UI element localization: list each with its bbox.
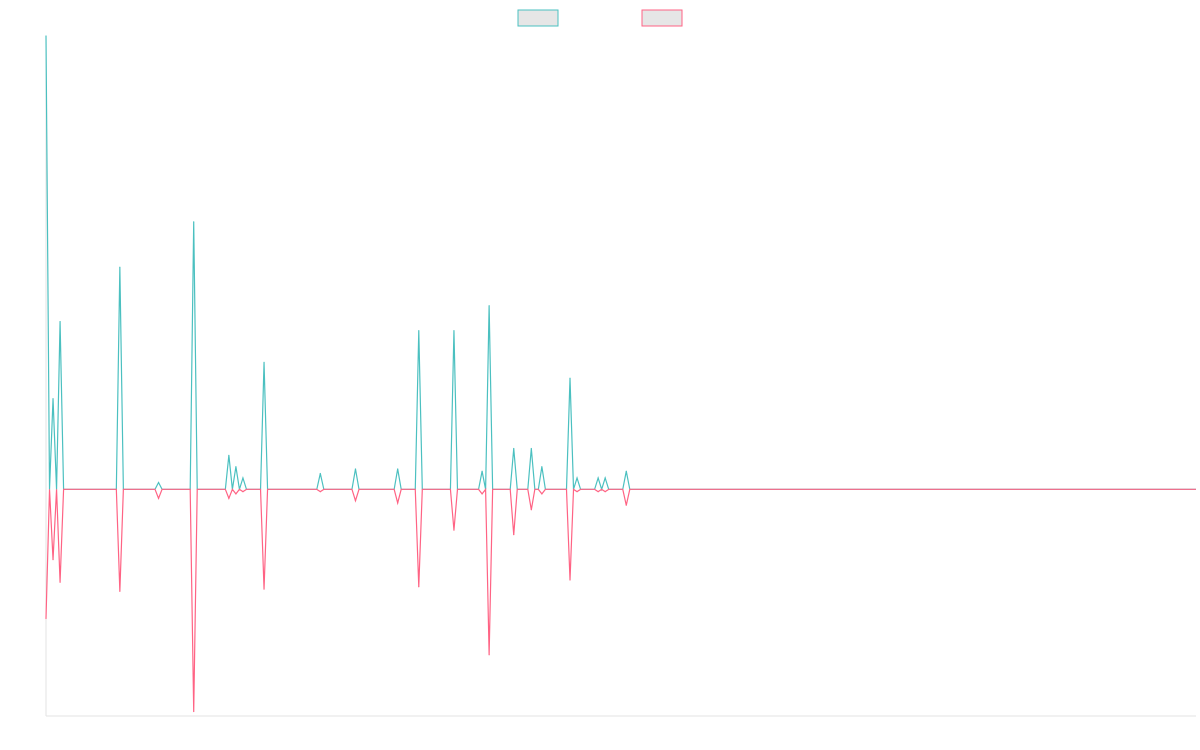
series-1-point-26[interactable] <box>604 477 606 479</box>
series-1-point-12[interactable] <box>263 361 265 363</box>
series-1-point-1[interactable] <box>45 35 47 37</box>
series-1-point-17[interactable] <box>453 330 455 332</box>
series-1-point-21[interactable] <box>530 447 532 450</box>
series-2-point-7[interactable] <box>157 497 160 499</box>
series-1-point-14[interactable] <box>354 468 357 470</box>
series-2-point-22[interactable] <box>541 493 543 495</box>
series-1-point-8[interactable] <box>193 221 195 223</box>
series-2-point-18[interactable] <box>481 493 483 495</box>
series-1-point-18[interactable] <box>481 470 483 472</box>
series-1-point-20[interactable] <box>513 447 515 450</box>
series-2-point-11[interactable] <box>242 491 244 493</box>
series-2-point-16[interactable] <box>418 586 420 588</box>
series-1-point-19[interactable] <box>488 305 490 307</box>
series-2-point-20[interactable] <box>513 534 515 536</box>
series-layer <box>45 35 1196 713</box>
series-1-point-6[interactable] <box>119 266 121 268</box>
series-2-point-12[interactable] <box>263 588 265 590</box>
series-1-point-22[interactable] <box>541 466 543 468</box>
series-2-point-10[interactable] <box>235 493 237 495</box>
series-1-point-7[interactable] <box>157 481 160 484</box>
series-1-point-23[interactable] <box>569 377 571 379</box>
series-2-point-3[interactable] <box>52 559 54 561</box>
series-2-point-19[interactable] <box>488 654 490 656</box>
series-2-point-17[interactable] <box>453 529 455 531</box>
series-2-point-5[interactable] <box>59 581 61 583</box>
chart-legend[interactable] <box>517 9 683 27</box>
series-2-point-21[interactable] <box>530 509 532 511</box>
legend-swatch-2[interactable] <box>641 9 683 27</box>
series-1-point-3[interactable] <box>52 398 54 400</box>
series-line-1 <box>45 35 1196 492</box>
series-2-point-24[interactable] <box>576 491 578 493</box>
series-1-point-24[interactable] <box>576 477 578 479</box>
legend-swatch-1[interactable] <box>517 9 559 27</box>
series-2-point-23[interactable] <box>569 579 571 581</box>
series-1-point-15[interactable] <box>397 468 399 470</box>
series-2-point-9[interactable] <box>228 497 230 499</box>
series-2-point-6[interactable] <box>119 590 121 592</box>
series-2-point-25[interactable] <box>597 491 599 493</box>
series-2-point-13[interactable] <box>319 491 321 493</box>
series-2-point-26[interactable] <box>604 491 606 493</box>
series-2-point-15[interactable] <box>397 502 399 504</box>
series-2-point-8[interactable] <box>193 710 195 713</box>
series-1-point-11[interactable] <box>242 477 244 479</box>
series-1-point-25[interactable] <box>597 477 599 479</box>
series-1-point-13[interactable] <box>319 472 321 475</box>
series-2-point-27[interactable] <box>625 504 627 506</box>
series-1-point-10[interactable] <box>235 466 237 468</box>
series-2-point-1[interactable] <box>45 617 47 620</box>
series-1-point-5[interactable] <box>59 321 61 323</box>
series-1-point-27[interactable] <box>625 470 627 472</box>
series-1-point-16[interactable] <box>418 330 420 332</box>
series-1-point-9[interactable] <box>228 454 230 456</box>
series-2-point-14[interactable] <box>354 500 357 502</box>
series-line-2 <box>45 487 1196 712</box>
